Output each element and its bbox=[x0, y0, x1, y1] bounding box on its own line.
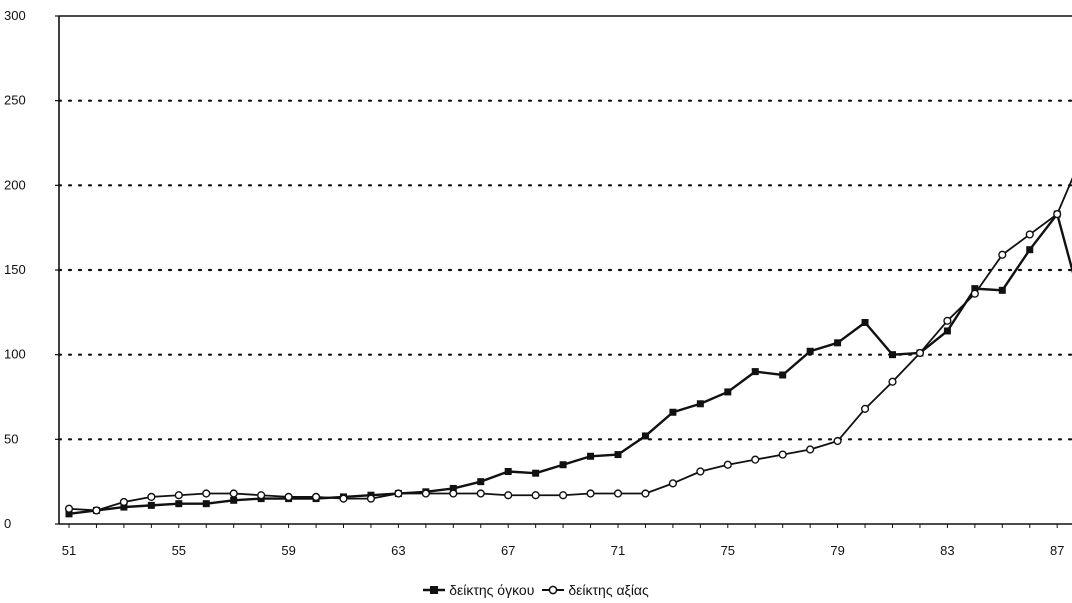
point-value-index-66 bbox=[476, 489, 485, 498]
point-volume-index-56 bbox=[202, 500, 210, 508]
point-value-index-83 bbox=[943, 316, 952, 325]
x-tick-label-67: 67 bbox=[501, 543, 515, 558]
point-volume-index-55 bbox=[175, 500, 183, 508]
y-tick-label-300: 300 bbox=[4, 8, 26, 23]
point-volume-index-71 bbox=[614, 451, 622, 459]
point-volume-index-73 bbox=[669, 408, 677, 416]
x-tick-label-87: 87 bbox=[1050, 543, 1064, 558]
point-volume-index-54 bbox=[147, 501, 155, 509]
point-volume-index-69 bbox=[559, 461, 567, 469]
legend-label-value-index: δείκτης αξίας bbox=[568, 582, 649, 598]
point-value-index-55 bbox=[174, 491, 183, 500]
point-value-index-85 bbox=[998, 250, 1007, 259]
axes bbox=[55, 15, 1072, 528]
point-volume-index-74 bbox=[696, 400, 704, 408]
point-value-index-80 bbox=[860, 404, 870, 413]
point-value-index-54 bbox=[147, 492, 156, 502]
point-volume-index-80 bbox=[861, 318, 869, 326]
point-volume-index-83 bbox=[943, 327, 951, 335]
point-value-index-75 bbox=[723, 460, 732, 469]
point-value-index-51 bbox=[64, 504, 74, 513]
point-value-index-57 bbox=[229, 489, 238, 498]
y-tick-label-100: 100 bbox=[4, 347, 26, 362]
point-volume-index-81 bbox=[889, 351, 896, 359]
point-volume-index-77 bbox=[779, 371, 787, 379]
point-value-index-60 bbox=[311, 492, 321, 502]
point-value-index-70 bbox=[586, 489, 595, 498]
series-line-volume-index bbox=[68, 212, 1072, 516]
point-value-index-68 bbox=[531, 491, 540, 500]
point-value-index-62 bbox=[366, 494, 376, 503]
point-value-index-77 bbox=[778, 450, 787, 459]
point-value-index-86 bbox=[1025, 230, 1034, 239]
legend: δείκτης όγκου δείκτης αξίας bbox=[0, 578, 1072, 602]
y-tick-label-50: 50 bbox=[4, 431, 18, 446]
point-volume-index-78 bbox=[806, 347, 814, 355]
point-value-index-65 bbox=[449, 489, 458, 498]
circle-marker-icon bbox=[542, 585, 565, 595]
x-tick-label-75: 75 bbox=[721, 543, 735, 558]
series-group bbox=[64, 177, 1072, 518]
point-value-index-58 bbox=[257, 491, 266, 500]
point-value-index-82 bbox=[915, 348, 925, 358]
square-marker-icon bbox=[423, 586, 446, 594]
point-value-index-71 bbox=[613, 489, 623, 498]
point-volume-index-85 bbox=[998, 286, 1006, 294]
y-tick-label-250: 250 bbox=[4, 93, 26, 108]
y-tick-label-150: 150 bbox=[4, 262, 26, 277]
point-value-index-84 bbox=[970, 289, 979, 298]
point-volume-index-65 bbox=[449, 484, 457, 492]
point-volume-index-51 bbox=[65, 510, 73, 518]
x-tick-label-59: 59 bbox=[281, 543, 295, 558]
x-tick-labels: 51 55 59 63 67 71 75 79 83 87 bbox=[62, 543, 1065, 558]
legend-label-volume-index: δείκτης όγκου bbox=[449, 582, 535, 598]
point-value-index-76 bbox=[751, 455, 760, 464]
x-tick-label-55: 55 bbox=[172, 543, 186, 558]
point-value-index-61 bbox=[339, 494, 348, 503]
point-value-index-67 bbox=[504, 491, 513, 500]
point-value-index-73 bbox=[668, 479, 678, 488]
point-volume-index-79 bbox=[834, 339, 842, 347]
line-chart: 0 50 100 150 200 250 300 51 55 59 63 67 71 75 79 83 87 bbox=[4, 8, 1072, 558]
point-volume-index-70 bbox=[587, 452, 595, 460]
point-volume-index-84 bbox=[971, 285, 979, 293]
point-value-index-69 bbox=[558, 491, 568, 500]
gridlines bbox=[57, 15, 1072, 441]
point-volume-index-66 bbox=[477, 478, 485, 486]
point-value-index-87 bbox=[1053, 210, 1062, 219]
point-value-index-74 bbox=[696, 467, 705, 476]
point-value-index-72 bbox=[641, 489, 650, 498]
x-tick-label-79: 79 bbox=[830, 543, 844, 558]
y-tick-label-0: 0 bbox=[4, 516, 11, 531]
point-value-index-78 bbox=[806, 445, 815, 454]
point-value-index-79 bbox=[833, 436, 842, 446]
point-volume-index-68 bbox=[532, 469, 540, 477]
series-line-value-index bbox=[68, 177, 1072, 512]
point-volume-index-76 bbox=[751, 368, 759, 376]
point-volume-index-72 bbox=[641, 432, 649, 440]
point-volume-index-75 bbox=[724, 388, 732, 396]
x-tick-label-71: 71 bbox=[611, 543, 625, 558]
point-volume-index-86 bbox=[1026, 246, 1034, 254]
y-tick-label-200: 200 bbox=[4, 177, 26, 192]
point-volume-index-53 bbox=[120, 503, 128, 511]
point-value-index-53 bbox=[119, 497, 129, 507]
point-value-index-59 bbox=[284, 492, 293, 502]
y-tick-labels: 0 50 100 150 200 250 300 bbox=[4, 8, 26, 531]
point-volume-index-67 bbox=[504, 468, 512, 476]
x-tick-label-83: 83 bbox=[940, 543, 954, 558]
x-tick-label-63: 63 bbox=[391, 543, 405, 558]
point-value-index-63 bbox=[394, 489, 403, 498]
legend-item-volume-index: δείκτης όγκου bbox=[423, 582, 534, 598]
point-volume-index-57 bbox=[230, 496, 238, 504]
x-tick-label-51: 51 bbox=[62, 543, 76, 558]
point-value-index-64 bbox=[421, 489, 430, 498]
legend-item-value-index: δείκτης αξίας bbox=[542, 582, 649, 598]
point-value-index-56 bbox=[202, 489, 211, 498]
point-value-index-52 bbox=[92, 506, 101, 515]
point-value-index-81 bbox=[888, 377, 897, 386]
